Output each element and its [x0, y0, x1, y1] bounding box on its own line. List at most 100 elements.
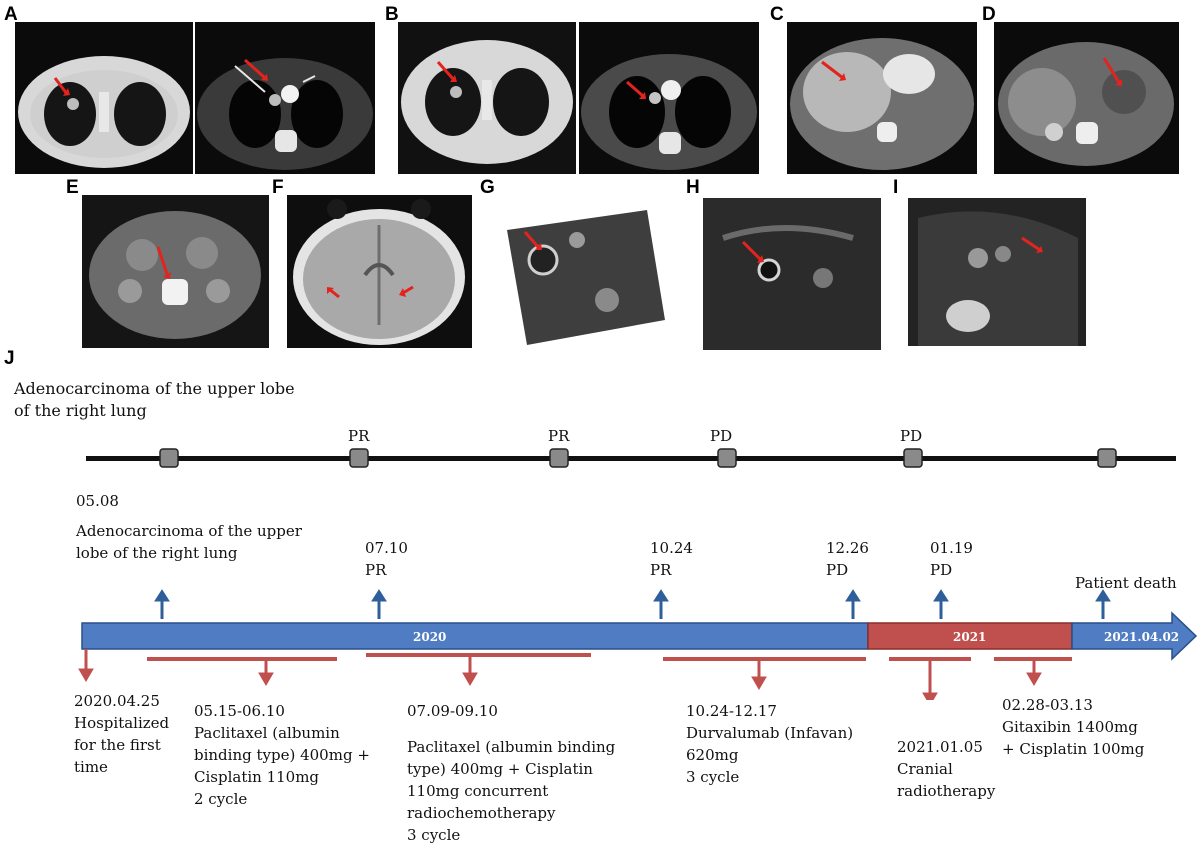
treatment-0-line3: for the first — [74, 736, 161, 754]
mri-brain-f — [287, 195, 472, 348]
up-arrow-6 — [1095, 589, 1111, 619]
treatment-2-line2: Paclitaxel (albumin binding — [407, 738, 616, 756]
treatment-2-line5: radiochemotherapy — [407, 804, 556, 822]
timeline-header: Adenocarcinoma of the upper lobe of the … — [14, 378, 295, 422]
timeline-marker-4 — [717, 448, 737, 468]
event-1: 05.08 Adenocarcinoma of the upper lobe o… — [76, 490, 302, 564]
timeline-marker-5 — [903, 448, 923, 468]
top-marker-label-1: PR — [348, 427, 370, 445]
event-3-status: PR — [650, 561, 672, 579]
treatment-3-line3: 620mg — [686, 746, 739, 764]
treatment-1-line2: Paclitaxel (albumin — [194, 724, 340, 742]
timeline-marker-3 — [549, 448, 569, 468]
ct-mediastinal-window-b — [579, 22, 759, 174]
treatment-1-line5: 2 cycle — [194, 790, 248, 808]
event-2-date: 07.10 — [365, 539, 408, 557]
treatment-0-line4: time — [74, 758, 108, 776]
bar-2020 — [81, 622, 869, 650]
treatment-4: 2021.01.05 Cranial radiotherapy — [897, 736, 995, 802]
event-3: 10.24 PR — [650, 537, 693, 581]
timeline-header-line2: of the right lung — [14, 401, 147, 420]
mri-abdomen-h — [703, 198, 881, 350]
up-arrow-1 — [154, 589, 170, 619]
panel-label-h: H — [686, 177, 700, 198]
treatment-2-line3: type) 400mg + Cisplatin — [407, 760, 593, 778]
event-1-line1: Adenocarcinoma of the upper — [76, 522, 302, 540]
treatment-5-line2: Gitaxibin 1400mg — [1002, 718, 1138, 736]
event-5-status: PD — [930, 561, 953, 579]
treatment-3: 10.24-12.17 Durvalumab (Infavan) 620mg 3… — [686, 700, 853, 788]
timeline-marker-1 — [159, 448, 179, 468]
panel-label-e: E — [66, 177, 79, 198]
ct-lung-window-b — [398, 22, 576, 174]
event-2: 07.10 PR — [365, 537, 408, 581]
event-5-date: 01.19 — [930, 539, 973, 557]
treatment-3-line2: Durvalumab (Infavan) — [686, 724, 854, 742]
mri-sagittal-i — [908, 198, 1086, 346]
up-arrow-2 — [371, 589, 387, 619]
treatment-5: 02.28-03.13 Gitaxibin 1400mg + Cisplatin… — [1002, 694, 1144, 760]
bar-label-end: 2021.04.02 — [1104, 630, 1180, 644]
panel-label-a: A — [4, 4, 18, 25]
treatment-0-line1: 2020.04.25 — [74, 692, 160, 710]
treatment-bar-1 — [147, 657, 337, 686]
top-marker-label-2: PR — [548, 427, 570, 445]
up-arrow-5 — [933, 589, 949, 619]
treatment-1-line3: binding type) 400mg + — [194, 746, 370, 764]
treatment-1-line1: 05.15-06.10 — [194, 702, 285, 720]
treatment-4-line2: Cranial — [897, 760, 953, 778]
panel-label-c: C — [770, 4, 784, 25]
treatment-bar-5 — [994, 657, 1072, 686]
event-1-line2: lobe of the right lung — [76, 544, 238, 562]
down-arrow-0 — [78, 649, 94, 682]
panel-label-i: I — [893, 177, 899, 198]
treatment-1: 05.15-06.10 Paclitaxel (albumin binding … — [194, 700, 370, 810]
panel-label-g: G — [480, 177, 495, 198]
main-timeline-bar — [78, 589, 1198, 700]
treatment-0-line2: Hospitalized — [74, 714, 170, 732]
top-marker-label-4: PD — [900, 427, 923, 445]
event-3-date: 10.24 — [650, 539, 693, 557]
event-4-date: 12.26 — [826, 539, 869, 557]
timeline-marker-2 — [349, 448, 369, 468]
mri-abdomen-g — [497, 200, 667, 350]
ct-mediastinal-window-a — [195, 22, 375, 174]
panel-label-b: B — [385, 4, 399, 25]
event-2-status: PR — [365, 561, 387, 579]
bar-end-arrow — [1071, 611, 1198, 661]
treatment-5-line1: 02.28-03.13 — [1002, 696, 1093, 714]
event-1-date: 05.08 — [76, 492, 119, 510]
bar-label-2020: 2020 — [413, 630, 447, 644]
treatment-0: 2020.04.25 Hospitalized for the first ti… — [74, 690, 169, 778]
treatment-2: 07.09-09.10 Paclitaxel (albumin binding … — [407, 700, 615, 846]
treatment-3-line4: 3 cycle — [686, 768, 740, 786]
treatment-bar-2 — [366, 653, 591, 686]
treatment-2-line6: 3 cycle — [407, 826, 461, 844]
ct-abdomen-d — [994, 22, 1179, 174]
treatment-bar-3 — [663, 657, 866, 690]
ct-abdomen-e — [82, 195, 269, 348]
event-4: 12.26 PD — [826, 537, 869, 581]
treatment-2-line4: 110mg concurrent — [407, 782, 549, 800]
ct-liver-c — [787, 22, 977, 174]
event-5: 01.19 PD — [930, 537, 973, 581]
event-4-status: PD — [826, 561, 849, 579]
timeline-header-line1: Adenocarcinoma of the upper lobe — [14, 379, 295, 398]
up-arrow-3 — [653, 589, 669, 619]
treatment-4-line3: radiotherapy — [897, 782, 996, 800]
top-timeline — [86, 448, 1176, 468]
treatment-3-line1: 10.24-12.17 — [686, 702, 777, 720]
top-timeline-line — [86, 456, 1176, 461]
timeline-marker-6 — [1097, 448, 1117, 468]
ct-lung-window-a — [15, 22, 193, 174]
treatment-4-line1: 2021.01.05 — [897, 738, 983, 756]
event-6-label: Patient death — [1075, 574, 1177, 592]
panel-label-j: J — [4, 348, 15, 369]
bar-label-2021: 2021 — [953, 630, 987, 644]
treatment-2-line1: 07.09-09.10 — [407, 702, 498, 720]
up-arrow-4 — [845, 589, 861, 619]
panel-label-d: D — [982, 4, 996, 25]
treatment-5-line3: + Cisplatin 100mg — [1002, 740, 1145, 758]
treatment-bar-4 — [889, 657, 971, 700]
treatment-1-line4: Cisplatin 110mg — [194, 768, 320, 786]
